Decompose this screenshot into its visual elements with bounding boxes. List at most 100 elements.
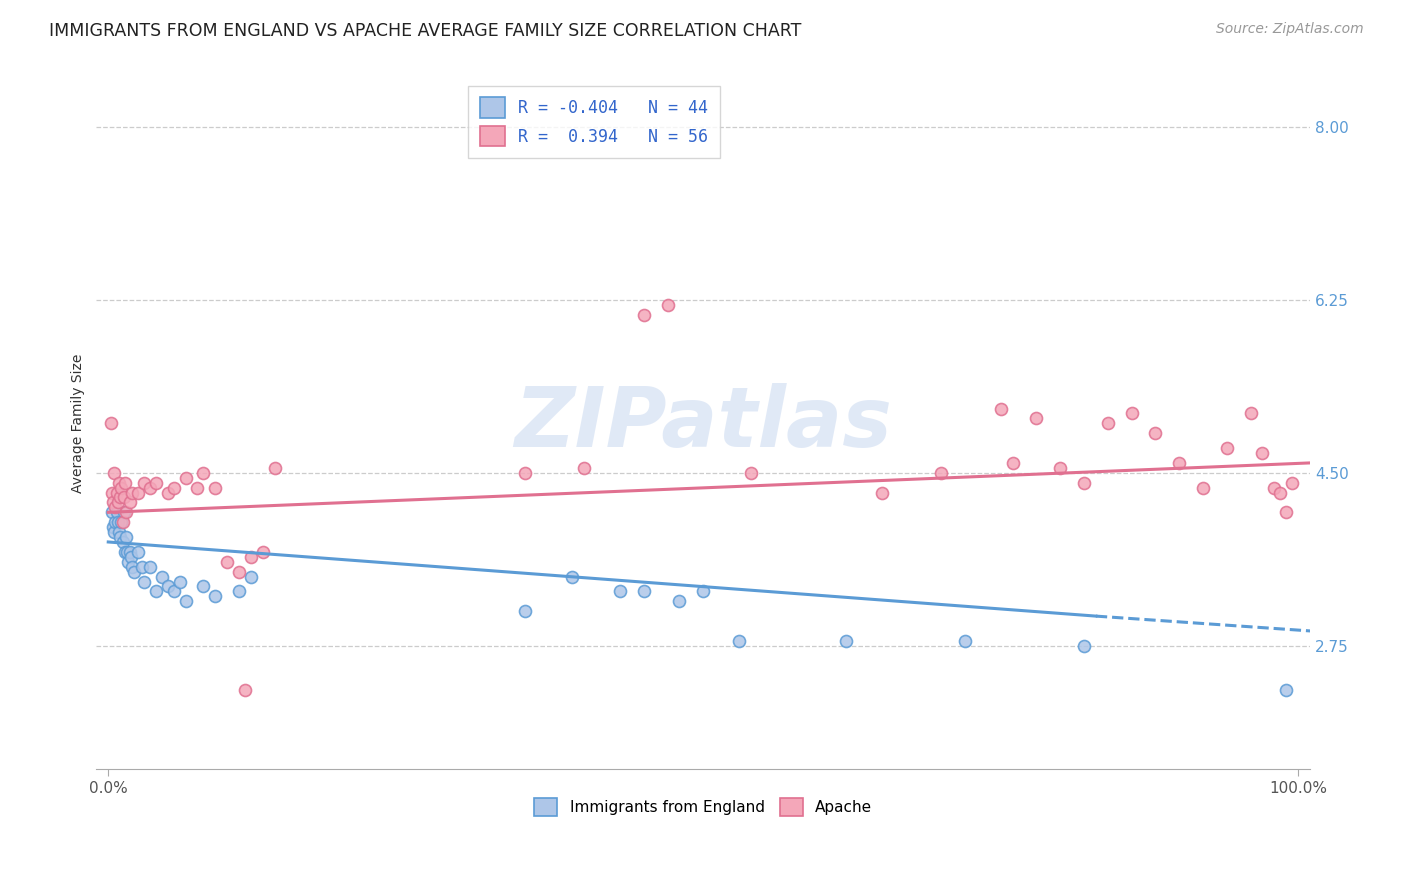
Point [835,633,858,648]
Point [150,569,173,583]
Point [110,481,132,495]
Point [186,481,208,495]
Point [111,535,134,549]
Point [120,549,142,564]
Text: Source: ZipAtlas.com: Source: ZipAtlas.com [1216,22,1364,37]
Point [101,505,124,519]
Point [111,515,134,529]
Point [217,555,239,569]
Point [263,460,285,475]
Text: IMMIGRANTS FROM ENGLAND VS APACHE AVERAGE FAMILY SIZE CORRELATION CHART: IMMIGRANTS FROM ENGLAND VS APACHE AVERAG… [49,22,801,40]
Point [233,683,256,698]
Point [108,530,131,544]
Point [108,475,131,490]
Point [204,481,226,495]
Point [105,505,128,519]
Point [1049,460,1071,475]
Point [100,417,122,431]
Point [240,549,263,564]
Point [115,505,138,519]
Point [169,574,191,589]
Point [174,594,197,608]
Point [107,495,129,509]
Point [127,545,149,559]
Point [1251,446,1274,460]
Point [101,485,124,500]
Point [114,475,136,490]
Point [953,633,976,648]
Point [121,485,143,500]
Point [115,530,138,544]
Point [163,584,186,599]
Point [1281,475,1303,490]
Point [1275,505,1298,519]
Point [121,559,143,574]
Point [633,308,655,322]
Point [112,505,135,519]
Point [127,485,149,500]
Point [740,466,762,480]
Point [228,565,250,579]
Point [609,584,631,599]
Point [633,584,655,599]
Point [118,495,141,509]
Point [101,495,124,509]
Point [145,475,167,490]
Point [193,466,215,480]
Point [990,401,1012,416]
Text: ZIPatlas: ZIPatlas [515,383,893,464]
Point [1168,456,1191,470]
Point [929,466,952,480]
Point [114,545,136,559]
Point [118,545,141,559]
Point [204,590,226,604]
Point [513,604,536,618]
Point [870,485,893,500]
Point [1216,441,1239,455]
Point [1073,639,1095,653]
Point [112,491,135,505]
Y-axis label: Average Family Size: Average Family Size [72,354,86,493]
Point [728,633,751,648]
Point [108,491,131,505]
Point [104,500,127,515]
Point [1239,407,1261,421]
Point [124,565,146,579]
Point [657,298,679,312]
Point [101,520,124,534]
Point [107,515,129,529]
Point [692,584,714,599]
Point [104,515,127,529]
Point [117,545,139,559]
Point [1144,426,1167,441]
Point [561,569,583,583]
Point [1263,481,1285,495]
Point [240,569,263,583]
Point [193,579,215,593]
Legend: Immigrants from England, Apache: Immigrants from England, Apache [527,790,880,824]
Point [513,466,536,480]
Point [139,559,162,574]
Point [163,481,186,495]
Point [1073,475,1095,490]
Point [252,545,274,559]
Point [1025,411,1047,425]
Point [1275,683,1298,698]
Point [156,485,179,500]
Point [110,515,132,529]
Point [1270,485,1292,500]
Point [668,594,690,608]
Point [131,559,153,574]
Point [145,584,167,599]
Point [103,525,125,540]
Point [103,466,125,480]
Point [132,574,155,589]
Point [1192,481,1215,495]
Point [156,579,179,593]
Point [174,471,197,485]
Point [1121,407,1143,421]
Point [1001,456,1024,470]
Point [117,555,139,569]
Point [574,460,596,475]
Point [1097,417,1119,431]
